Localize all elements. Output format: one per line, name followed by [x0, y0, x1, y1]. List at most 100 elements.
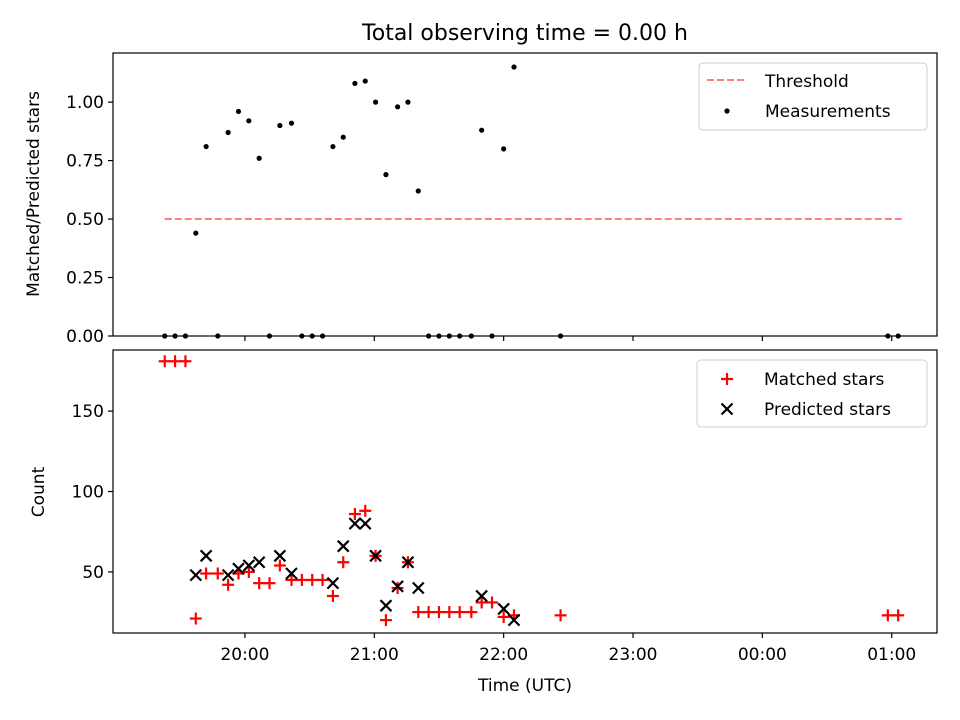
predicted-star-point — [232, 562, 245, 575]
measurement-point — [256, 155, 262, 161]
matched-star-point — [379, 614, 392, 627]
predicted-star-point — [412, 581, 425, 595]
matched-star-point — [432, 606, 445, 619]
measurement-point — [203, 143, 209, 150]
predicted-star-point — [507, 613, 521, 627]
x-tick-label: 20:00 — [220, 645, 269, 665]
x-tick-label: 21:00 — [350, 645, 399, 665]
predicted-star-point — [336, 539, 350, 553]
matched-star-point — [316, 573, 329, 586]
top-y-tick-label: 0.50 — [66, 210, 104, 230]
measurement-point — [479, 127, 485, 133]
predicted-stars-legend-swatch — [720, 402, 734, 416]
matched-star-point — [554, 609, 567, 622]
threshold-legend-label: Threshold — [764, 72, 849, 92]
matched-star-point — [453, 606, 466, 619]
predicted-star-point — [379, 599, 393, 612]
measurement-point — [193, 230, 199, 236]
measurement-point — [372, 99, 379, 105]
predicted-star-point — [273, 549, 287, 563]
measurement-point — [277, 122, 283, 129]
matched-star-point — [359, 504, 372, 517]
bottom-y-axis-label: Count — [29, 466, 49, 517]
predicted-star-point — [326, 576, 340, 590]
matched-star-point — [475, 596, 488, 609]
matched-star-point — [412, 606, 425, 619]
measurement-point — [362, 78, 368, 84]
measurement-point — [405, 99, 411, 105]
top-y-tick-label: 0.75 — [66, 152, 104, 172]
matched-star-point — [486, 596, 499, 609]
predicted-star-point — [285, 567, 298, 580]
x-tick-label: 23:00 — [609, 645, 658, 665]
matched-star-point — [391, 581, 404, 594]
matched-star-point — [337, 556, 350, 569]
x-tick-label: 22:00 — [479, 645, 528, 665]
predicted-star-point — [348, 517, 362, 530]
measurement-point — [225, 129, 231, 136]
matched-star-point — [465, 606, 478, 619]
bottom-plot-area: 50 100 150 20:00 21:00 22:00 23:00 00:00 01:00 Ma… — [72, 349, 938, 665]
predicted-star-point — [242, 559, 256, 572]
bottom-y-tick-label: 100 — [72, 483, 104, 503]
predicted-star-point — [369, 549, 382, 563]
bottom-legend: Matched stars Predicted stars — [696, 359, 928, 428]
bottom-legend-box — [696, 359, 928, 428]
matched-stars-legend-swatch — [721, 373, 733, 385]
measurement-point — [383, 172, 389, 178]
matched-star-point — [211, 567, 224, 580]
matched-star-point — [179, 355, 192, 368]
matched-star-point — [158, 355, 171, 368]
top-axes-frame — [112, 52, 938, 337]
x-axis-label: Time (UTC) — [477, 676, 572, 696]
matched-star-point — [253, 577, 266, 590]
matched-star-point — [242, 565, 255, 578]
measurement-point — [394, 104, 401, 110]
predicted-star-point — [252, 555, 266, 569]
x-tick-label: 01:00 — [867, 645, 916, 665]
matched-star-point — [295, 573, 308, 586]
matched-star-point — [443, 606, 456, 619]
predicted-star-point — [189, 568, 203, 582]
measurement-point — [511, 64, 517, 70]
measurement-point — [235, 108, 242, 115]
predicted-star-point — [391, 580, 404, 593]
predicted-star-point — [401, 555, 415, 569]
matched-star-point — [881, 609, 894, 622]
matched-star-point — [222, 578, 235, 591]
top-y-axis-label: Matched/Predicted stars — [24, 91, 44, 297]
matched-star-point — [285, 573, 298, 586]
matched-star-point — [200, 567, 213, 580]
matched-star-point — [348, 508, 361, 521]
matched-star-point — [169, 355, 182, 368]
top-plot-area: 0.00 0.25 0.50 0.75 1.00 Threshold Measurement… — [66, 52, 938, 347]
matched-star-point — [892, 609, 905, 622]
top-legend-box — [698, 62, 928, 131]
measurements-legend-swatch — [724, 108, 730, 114]
predicted-star-point — [475, 589, 488, 603]
chart-title: Total observing time = 0.00 h — [361, 21, 688, 46]
top-y-tick-label: 0.25 — [66, 269, 104, 289]
matched-star-point — [263, 577, 276, 590]
matched-stars-legend-label: Matched stars — [764, 370, 884, 390]
predicted-stars-legend-label: Predicted stars — [764, 400, 891, 420]
matched-star-point — [497, 610, 510, 623]
measurement-point — [340, 134, 346, 140]
measurement-point — [352, 80, 358, 87]
matched-star-point — [189, 612, 202, 625]
measurement-point — [330, 143, 336, 150]
measurement-point — [288, 120, 295, 126]
measurement-point — [246, 118, 252, 124]
top-y-tick-label: 0.00 — [66, 327, 104, 347]
top-y-tick-label: 1.00 — [66, 93, 104, 113]
predicted-star-point — [358, 517, 372, 530]
matched-star-point — [326, 590, 339, 603]
measurement-point — [415, 188, 421, 194]
matched-star-point — [306, 573, 319, 586]
bottom-y-tick-label: 150 — [72, 402, 104, 422]
matched-star-point — [273, 559, 286, 572]
x-tick-label: 00:00 — [738, 645, 787, 665]
bottom-y-tick-label: 50 — [82, 563, 104, 583]
predicted-star-point — [199, 549, 213, 563]
